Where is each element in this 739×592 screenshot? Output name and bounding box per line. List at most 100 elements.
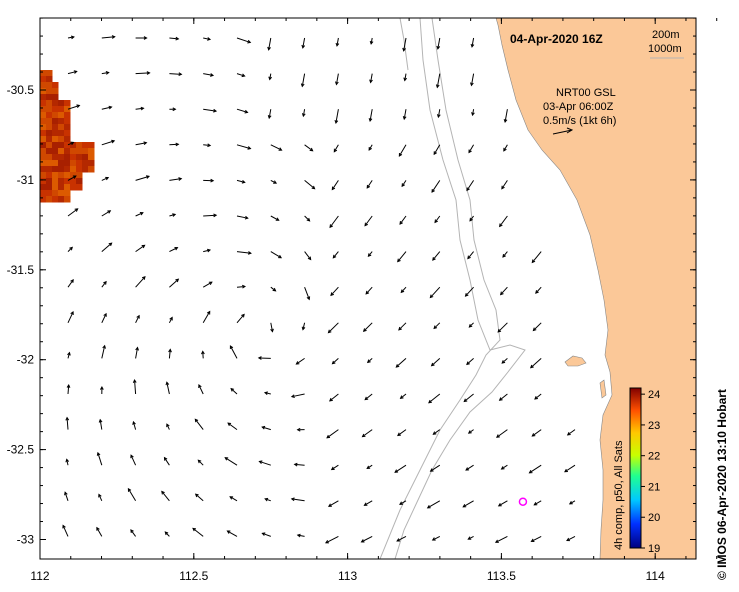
current-arrow [130, 529, 137, 537]
sst-cell [70, 160, 77, 167]
lon-tick-label: 113.5 [487, 569, 516, 583]
lon-tick-label: 113 [338, 569, 357, 583]
current-arrow [169, 107, 177, 112]
sst-cell [58, 142, 65, 149]
sst-cell [52, 124, 59, 131]
lat-tick-label: -32.5 [7, 443, 35, 457]
rottnest-island [564, 355, 587, 367]
sst-cell [64, 148, 71, 155]
current-arrow [327, 322, 339, 334]
current-arrow [194, 418, 204, 430]
current-arrow [169, 177, 183, 181]
current-arrow [497, 500, 508, 507]
sst-cell [58, 130, 65, 137]
current-arrow [402, 37, 407, 52]
current-arrow [135, 346, 139, 359]
sst-cell [76, 142, 83, 149]
current-arrow [501, 180, 508, 190]
current-arrow [468, 322, 474, 328]
garden-island [599, 379, 607, 399]
isobath-line [399, 18, 409, 71]
current-arrow [295, 569, 305, 572]
sst-cell [76, 184, 83, 191]
current-arrow [326, 429, 339, 439]
colorbar-tick-label: 20 [648, 512, 660, 524]
sst-cell [52, 142, 59, 149]
sst-cell [40, 70, 47, 77]
current-arrow [295, 357, 305, 365]
timestamp-label: 04-Apr-2020 16Z [510, 32, 603, 46]
colorbar-tick-label: 23 [648, 420, 660, 432]
sst-cell [40, 172, 47, 179]
current-arrow [135, 71, 151, 75]
sst-cell [52, 112, 59, 119]
current-arrow [334, 109, 339, 125]
sst-cell [70, 142, 77, 149]
current-arrow [101, 210, 112, 217]
sst-cell [70, 172, 77, 179]
current-arrow [135, 175, 150, 181]
sst-cell [52, 184, 59, 191]
current-arrow [394, 464, 407, 473]
sst-cell [76, 178, 83, 185]
sst-cell [40, 190, 47, 197]
current-arrow [270, 322, 274, 333]
current-arrow [330, 286, 339, 297]
sst-cell [46, 148, 53, 155]
sst-cell [58, 184, 65, 191]
current-arrow [67, 35, 75, 40]
current-arrow [229, 496, 238, 502]
current-arrow [258, 460, 271, 466]
isobath-200-label: 200m [652, 29, 680, 41]
current-arrow [397, 429, 407, 437]
current-arrow [270, 179, 278, 184]
current-arrow [463, 393, 474, 403]
current-arrow [225, 565, 237, 572]
current-arrow [469, 215, 475, 222]
sst-cell [64, 100, 71, 107]
current-arrow [367, 251, 373, 258]
current-arrow [531, 251, 542, 264]
current-arrow [430, 572, 440, 577]
current-arrow [194, 493, 204, 502]
current-arrow [361, 429, 373, 438]
current-arrow [261, 425, 271, 431]
current-arrow [367, 572, 372, 575]
current-arrow [236, 215, 249, 220]
current-arrow [327, 500, 339, 507]
current-arrow [290, 497, 305, 502]
current-arrow [132, 420, 137, 430]
sst-cell [46, 190, 53, 197]
current-arrow [470, 37, 475, 48]
sst-cell [82, 166, 89, 173]
current-arrow [435, 73, 441, 89]
current-arrow [535, 286, 542, 294]
current-arrow [465, 464, 474, 471]
sst-cell [40, 118, 47, 125]
current-arrow [301, 37, 306, 49]
current-arrow [127, 487, 137, 502]
current-arrow [135, 211, 144, 217]
current-arrow [203, 108, 218, 113]
current-arrow [101, 105, 113, 110]
sst-cell [52, 100, 59, 107]
current-arrow [395, 358, 407, 368]
current-arrow [467, 535, 474, 540]
sst-cell [58, 172, 65, 179]
current-arrow [366, 180, 373, 189]
current-arrow [270, 215, 280, 221]
current-arrow [499, 286, 508, 296]
sst-cell [46, 70, 53, 77]
current-arrow [432, 251, 441, 261]
sst-cell [64, 112, 71, 119]
colorbar-tick-label: 19 [648, 543, 660, 555]
current-arrow [236, 73, 246, 78]
current-arrow [397, 251, 407, 263]
sst-cell [40, 82, 47, 89]
isobath-line [394, 18, 526, 559]
current-arrow [67, 310, 74, 324]
current-arrow [467, 429, 474, 434]
current-arrow [67, 208, 79, 217]
sst-cell [70, 166, 77, 173]
current-arrow [564, 572, 575, 577]
